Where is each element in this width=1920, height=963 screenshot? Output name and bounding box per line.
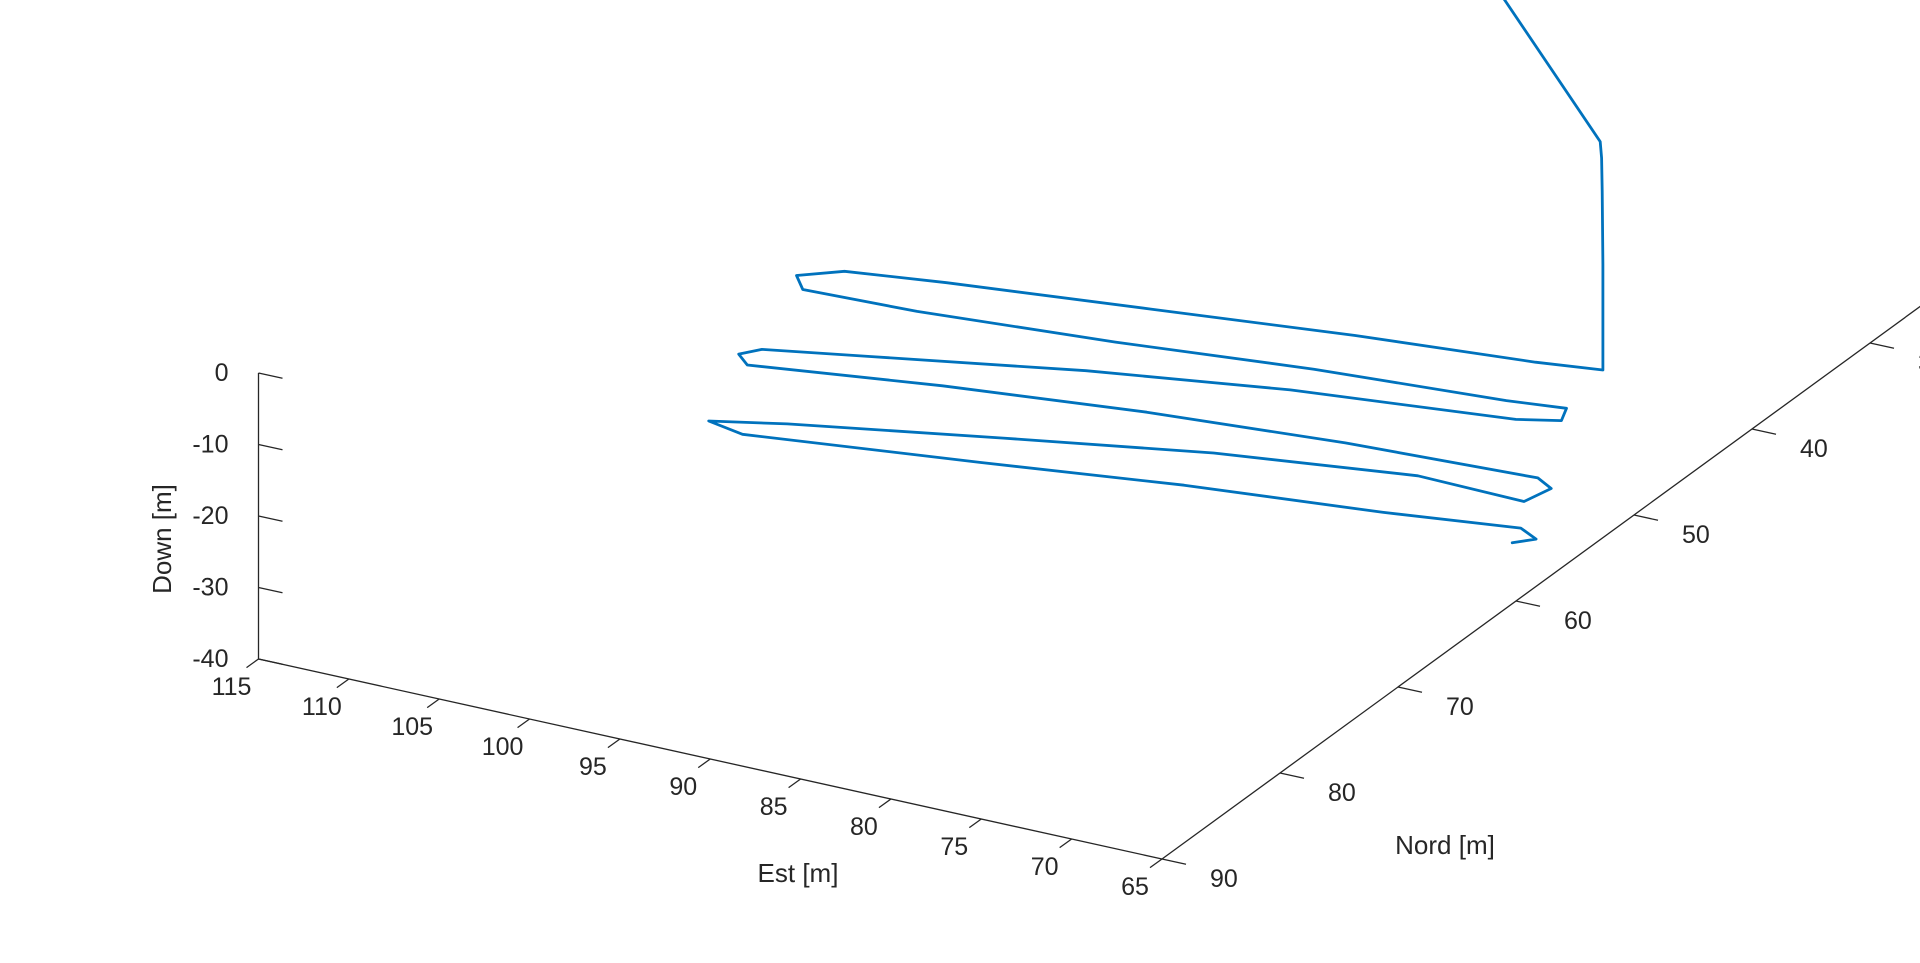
x-tick-mark: [336, 678, 350, 689]
x-tick-label: 70: [1031, 853, 1059, 881]
x-tick-label: 105: [391, 713, 433, 741]
y-tick-mark: [1869, 342, 1895, 349]
x-tick-label: 90: [669, 773, 697, 801]
y-tick-label: 90: [1210, 865, 1238, 893]
x-tick-mark: [878, 798, 892, 809]
x-tick-label: 110: [302, 693, 342, 721]
z-tick-mark: [258, 658, 283, 665]
y-tick-mark: [1279, 772, 1305, 779]
z-tick-label: -30: [192, 574, 228, 602]
z-tick-label: -10: [192, 431, 228, 459]
x-tick-label: 75: [940, 833, 968, 861]
z-tick-label: -40: [192, 645, 228, 673]
z-axis-label: Down [m]: [147, 484, 177, 594]
x-tick-label: 115: [212, 673, 252, 701]
y-tick-label: 60: [1564, 607, 1592, 635]
y-tick-label: 80: [1328, 779, 1356, 807]
y-tick-mark: [1633, 514, 1659, 521]
x-tick-mark: [1059, 838, 1073, 849]
y-tick-mark: [1751, 428, 1777, 435]
x-tick-label: 65: [1121, 873, 1149, 901]
x-tick-mark: [607, 738, 621, 749]
x-tick-mark: [1149, 858, 1163, 869]
y-axis-line: [1161, 305, 1920, 860]
axis-labels: Est [m] Nord [m] Down [m]: [147, 484, 1495, 888]
z-tick-label: -20: [192, 502, 228, 530]
y-tick-mark: [1515, 600, 1541, 607]
y-tick-label: 40: [1800, 435, 1828, 463]
x-axis-label: Est [m]: [758, 858, 839, 888]
y-tick-label: 70: [1446, 693, 1474, 721]
y-axis-label: Nord [m]: [1395, 830, 1495, 860]
plot-area: [707, 0, 1605, 545]
z-tick-label: 0: [215, 359, 229, 387]
z-tick-mark: [258, 443, 283, 451]
z-tick-mark: [258, 515, 283, 522]
y-tick-mark: [1397, 686, 1423, 693]
x-tick-mark: [968, 818, 982, 829]
x-tick-mark: [697, 758, 711, 769]
series-line: [707, 0, 1605, 545]
x-tick-mark: [426, 698, 440, 709]
x-tick-mark: [246, 658, 259, 669]
x-tick-mark: [788, 778, 801, 789]
axes: 1151101051009590858075706520304050607080…: [192, 305, 1920, 901]
y-tick-label: 50: [1682, 521, 1710, 549]
x-tick-label: 100: [482, 733, 524, 761]
y-tick-mark: [1161, 858, 1187, 865]
z-tick-mark: [258, 586, 283, 594]
x-tick-label: 85: [760, 793, 788, 821]
y-tick-label: 30: [1918, 349, 1920, 377]
z-tick-mark: [258, 372, 283, 379]
x-tick-label: 80: [850, 813, 878, 841]
x-tick-label: 95: [579, 753, 607, 781]
x-tick-mark: [517, 718, 530, 729]
